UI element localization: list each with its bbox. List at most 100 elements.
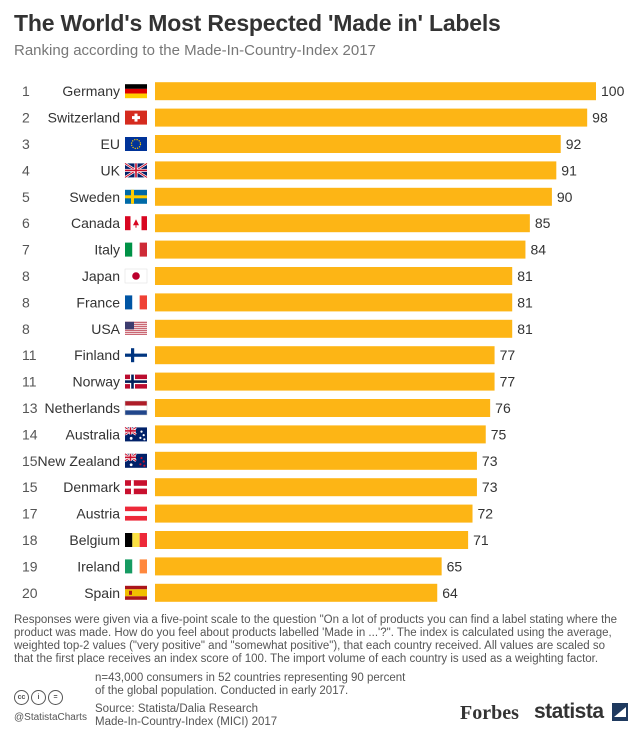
- value-label: 76: [495, 400, 511, 416]
- flag-denmark-icon: [125, 480, 147, 495]
- rank-label: 3: [22, 136, 30, 152]
- bar: [155, 372, 495, 391]
- bar: [155, 267, 513, 285]
- rank-label: 1: [22, 83, 30, 99]
- rank-label: 8: [22, 268, 30, 284]
- flag-spain-icon: [125, 585, 147, 600]
- value-label: 73: [482, 453, 498, 469]
- cc-icon: cc: [14, 690, 29, 705]
- bar-row: 2 Switzerland 98: [22, 108, 608, 127]
- category-label: Norway: [73, 374, 120, 390]
- statista-logo-icon: [612, 703, 628, 721]
- category-label: Japan: [82, 268, 120, 284]
- value-label: 77: [500, 374, 516, 390]
- bar-row: 13 Netherlands 76: [22, 399, 511, 417]
- flag-japan-icon: [124, 268, 148, 284]
- sample-note: n=43,000 consumers in 52 countries repre…: [95, 672, 406, 697]
- bar: [155, 135, 561, 153]
- bar-row: 8 USA 81: [22, 319, 533, 338]
- bar-row: 3 EU 92: [22, 135, 582, 153]
- category-label: Belgium: [69, 532, 120, 548]
- category-label: Australia: [66, 426, 121, 442]
- flag-italy-icon: [125, 242, 147, 257]
- rank-label: 20: [22, 585, 38, 601]
- rank-label: 14: [22, 426, 38, 442]
- flag-finland-icon: [125, 348, 147, 363]
- rank-label: 13: [22, 400, 38, 416]
- bar: [155, 583, 438, 602]
- rank-label: 11: [22, 374, 37, 390]
- flag-austria-icon: [125, 506, 147, 521]
- value-label: 77: [500, 347, 516, 363]
- bar-row: 1 Germany 100: [22, 82, 625, 101]
- bar-row: 20 Spain 64: [22, 583, 458, 602]
- category-label: Finland: [74, 347, 120, 363]
- flag-ireland-icon: [125, 559, 147, 574]
- rank-label: 8: [22, 294, 30, 310]
- rank-label: 6: [22, 215, 30, 231]
- bar: [155, 240, 526, 259]
- flag-sweden-icon: [125, 189, 147, 204]
- rank-label: 8: [22, 321, 30, 337]
- category-label: Spain: [84, 585, 120, 601]
- rank-label: 7: [22, 242, 30, 258]
- value-label: 65: [447, 558, 463, 574]
- bar-row: 15 Denmark 73: [22, 478, 498, 497]
- value-label: 98: [592, 110, 608, 126]
- value-label: 84: [530, 242, 546, 258]
- flag-switzerland-icon: [125, 110, 147, 125]
- value-label: 100: [601, 83, 625, 99]
- category-label: Canada: [71, 215, 120, 231]
- rank-label: 15: [22, 453, 38, 469]
- bar: [155, 187, 552, 206]
- value-label: 75: [491, 426, 507, 442]
- bar-chart: 1 Germany 100 2 Switzerland 98 3 EU 92 4 UK 91 5 Swed…: [22, 82, 625, 602]
- source: Source: Statista/Dalia Research Made-In-…: [95, 703, 277, 729]
- bar: [155, 451, 477, 470]
- flag-canada-icon: [125, 216, 147, 231]
- bar: [155, 108, 588, 127]
- category-label: Germany: [62, 83, 120, 99]
- category-label: New Zealand: [38, 453, 121, 469]
- bar: [155, 531, 469, 549]
- bar-row: 8 Japan 81: [22, 267, 533, 285]
- source-line-1: Source: Statista/Dalia Research: [95, 703, 258, 715]
- nd-icon: =: [48, 690, 63, 705]
- flag-new-zealand-icon: [124, 452, 147, 468]
- license-icons: cc i =: [14, 690, 63, 705]
- by-icon: i: [31, 690, 46, 705]
- bar-row: 6 Canada 85: [22, 214, 551, 233]
- rank-label: 19: [22, 558, 38, 574]
- chart-title: The World's Most Respected 'Made in' Lab…: [14, 10, 501, 36]
- flag-france-icon: [125, 295, 147, 310]
- rank-label: 4: [22, 162, 30, 178]
- flag-eu-icon: [125, 137, 147, 151]
- bar: [155, 557, 442, 576]
- bar: [155, 478, 477, 497]
- bar-row: 19 Ireland 65: [22, 557, 463, 576]
- value-label: 85: [535, 215, 551, 231]
- bar: [155, 504, 473, 523]
- rank-label: 17: [22, 506, 38, 522]
- rank-label: 2: [22, 110, 30, 126]
- bar: [155, 346, 495, 365]
- bar-row: 8 France 81: [22, 293, 533, 312]
- value-label: 91: [561, 162, 577, 178]
- chart-subtitle: Ranking according to the Made-In-Country…: [14, 42, 376, 59]
- flag-germany-icon: [125, 84, 147, 99]
- value-label: 81: [517, 268, 533, 284]
- value-label: 81: [517, 321, 533, 337]
- category-label: USA: [91, 321, 120, 337]
- category-label: France: [76, 294, 120, 310]
- category-label: Denmark: [63, 479, 121, 495]
- category-label: Italy: [94, 242, 120, 258]
- value-label: 71: [473, 532, 489, 548]
- flag-netherlands-icon: [124, 400, 148, 416]
- value-label: 73: [482, 479, 498, 495]
- bar: [155, 319, 513, 338]
- rank-label: 11: [22, 347, 37, 363]
- bar-row: 15 New Zealand 73: [22, 451, 498, 470]
- source-line-2: Made-In-Country-Index (MICI) 2017: [95, 716, 278, 728]
- bar: [155, 293, 513, 312]
- rank-label: 18: [22, 532, 38, 548]
